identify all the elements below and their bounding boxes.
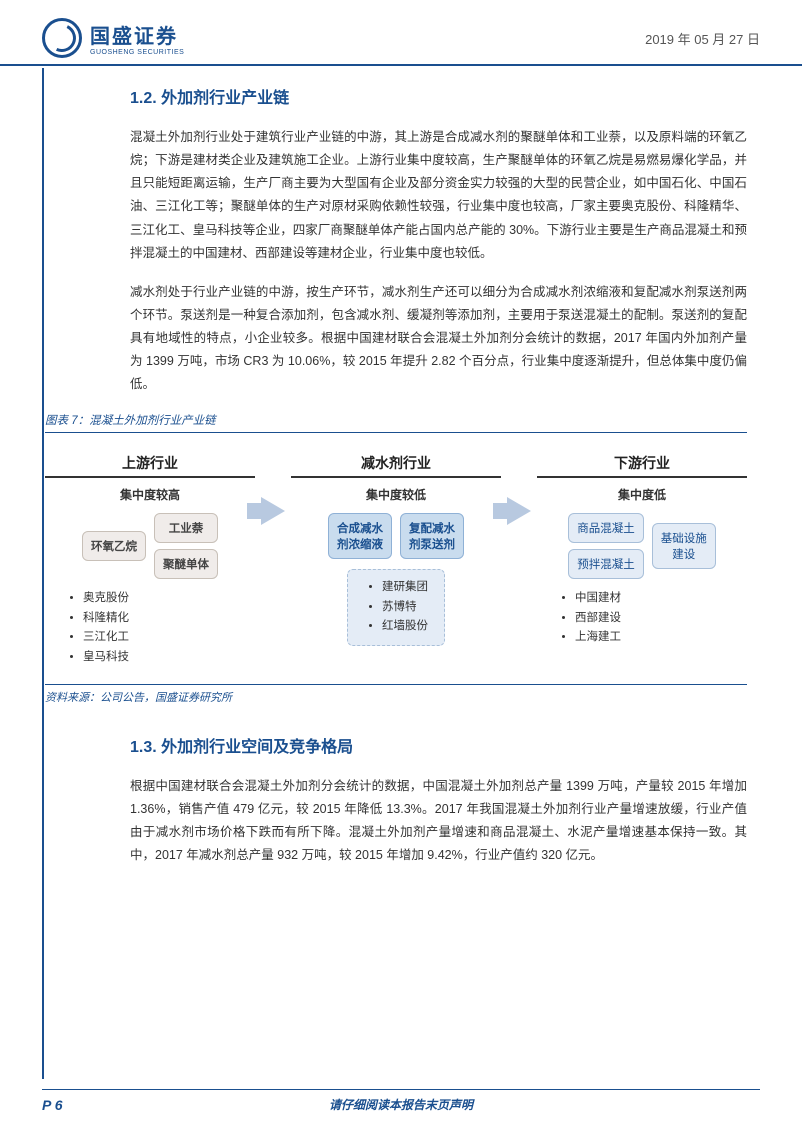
left-rule — [42, 68, 44, 1079]
mid-title: 减水剂行业 — [291, 453, 501, 478]
upstream-column: 上游行业 集中度较高 环氧乙烷 工业萘 聚醚单体 奥克股份 科隆精化 三江化工 … — [45, 453, 255, 667]
node-infrastructure: 基础设施 建设 — [652, 523, 716, 569]
downstream-companies: 中国建材 西部建设 上海建工 — [557, 589, 621, 648]
downstream-column: 下游行业 集中度低 商品混凝土 预拌混凝土 基础设施 建设 中国建材 西部建设 … — [537, 453, 747, 648]
figure-7-source: 资料来源：公司公告，国盛证券研究所 — [45, 684, 747, 705]
main-content: 1.2. 外加剂行业产业链 混凝土外加剂行业处于建筑行业产业链的中游，其上游是合… — [0, 66, 802, 893]
upstream-companies: 奥克股份 科隆精化 三江化工 皇马科技 — [65, 589, 129, 667]
arrow-2 — [507, 453, 531, 525]
node-ethylene-oxide: 环氧乙烷 — [82, 531, 146, 561]
node-compound-pump: 复配减水 剂泵送剂 — [400, 513, 464, 559]
figure-7-caption: 图表 7：混凝土外加剂行业产业链 — [45, 412, 747, 433]
logo-icon — [42, 18, 82, 58]
section-1-2-para-1: 混凝土外加剂行业处于建筑行业产业链的中游，其上游是合成减水剂的聚醚单体和工业萘，… — [130, 126, 747, 265]
section-1-2-title: 1.2. 外加剂行业产业链 — [130, 84, 747, 108]
mid-companies-box: 建研集团 苏博特 红墙股份 — [347, 569, 445, 646]
node-synth-concentrate: 合成减水 剂浓缩液 — [328, 513, 392, 559]
figure-7-diagram: 上游行业 集中度较高 环氧乙烷 工业萘 聚醚单体 奥克股份 科隆精化 三江化工 … — [45, 437, 747, 683]
section-1-3-para-1: 根据中国建材联合会混凝土外加剂分会统计的数据，中国混凝土外加剂总产量 1399 … — [130, 775, 747, 868]
logo: 国盛证券 GUOSHENG SECURITIES — [42, 18, 184, 58]
mid-column: 减水剂行业 集中度较低 合成减水 剂浓缩液 复配减水 剂泵送剂 建研集团 苏博特… — [291, 453, 501, 646]
downstream-title: 下游行业 — [537, 453, 747, 478]
report-date: 2019 年 05 月 27 日 — [645, 29, 760, 48]
upstream-title: 上游行业 — [45, 453, 255, 478]
upstream-sub: 集中度较高 — [120, 486, 180, 503]
section-1-2-para-2: 减水剂处于行业产业链的中游，按生产环节，减水剂生产还可以细分为合成减水剂浓缩液和… — [130, 281, 747, 397]
mid-sub: 集中度较低 — [366, 486, 426, 503]
node-ready-mix: 预拌混凝土 — [568, 549, 644, 579]
node-commodity-concrete: 商品混凝土 — [568, 513, 644, 543]
node-polyether-monomer: 聚醚单体 — [154, 549, 218, 579]
arrow-1 — [261, 453, 285, 525]
node-industrial-naphthalene: 工业萘 — [154, 513, 218, 543]
company-name-cn: 国盛证券 — [90, 20, 184, 49]
downstream-sub: 集中度低 — [618, 486, 666, 503]
page-header: 国盛证券 GUOSHENG SECURITIES 2019 年 05 月 27 … — [0, 0, 802, 66]
section-1-3-title: 1.3. 外加剂行业空间及竞争格局 — [130, 733, 747, 757]
footer-disclaimer: 请仔细阅读本报告末页声明 — [42, 1089, 760, 1113]
company-name-en: GUOSHENG SECURITIES — [90, 49, 184, 56]
